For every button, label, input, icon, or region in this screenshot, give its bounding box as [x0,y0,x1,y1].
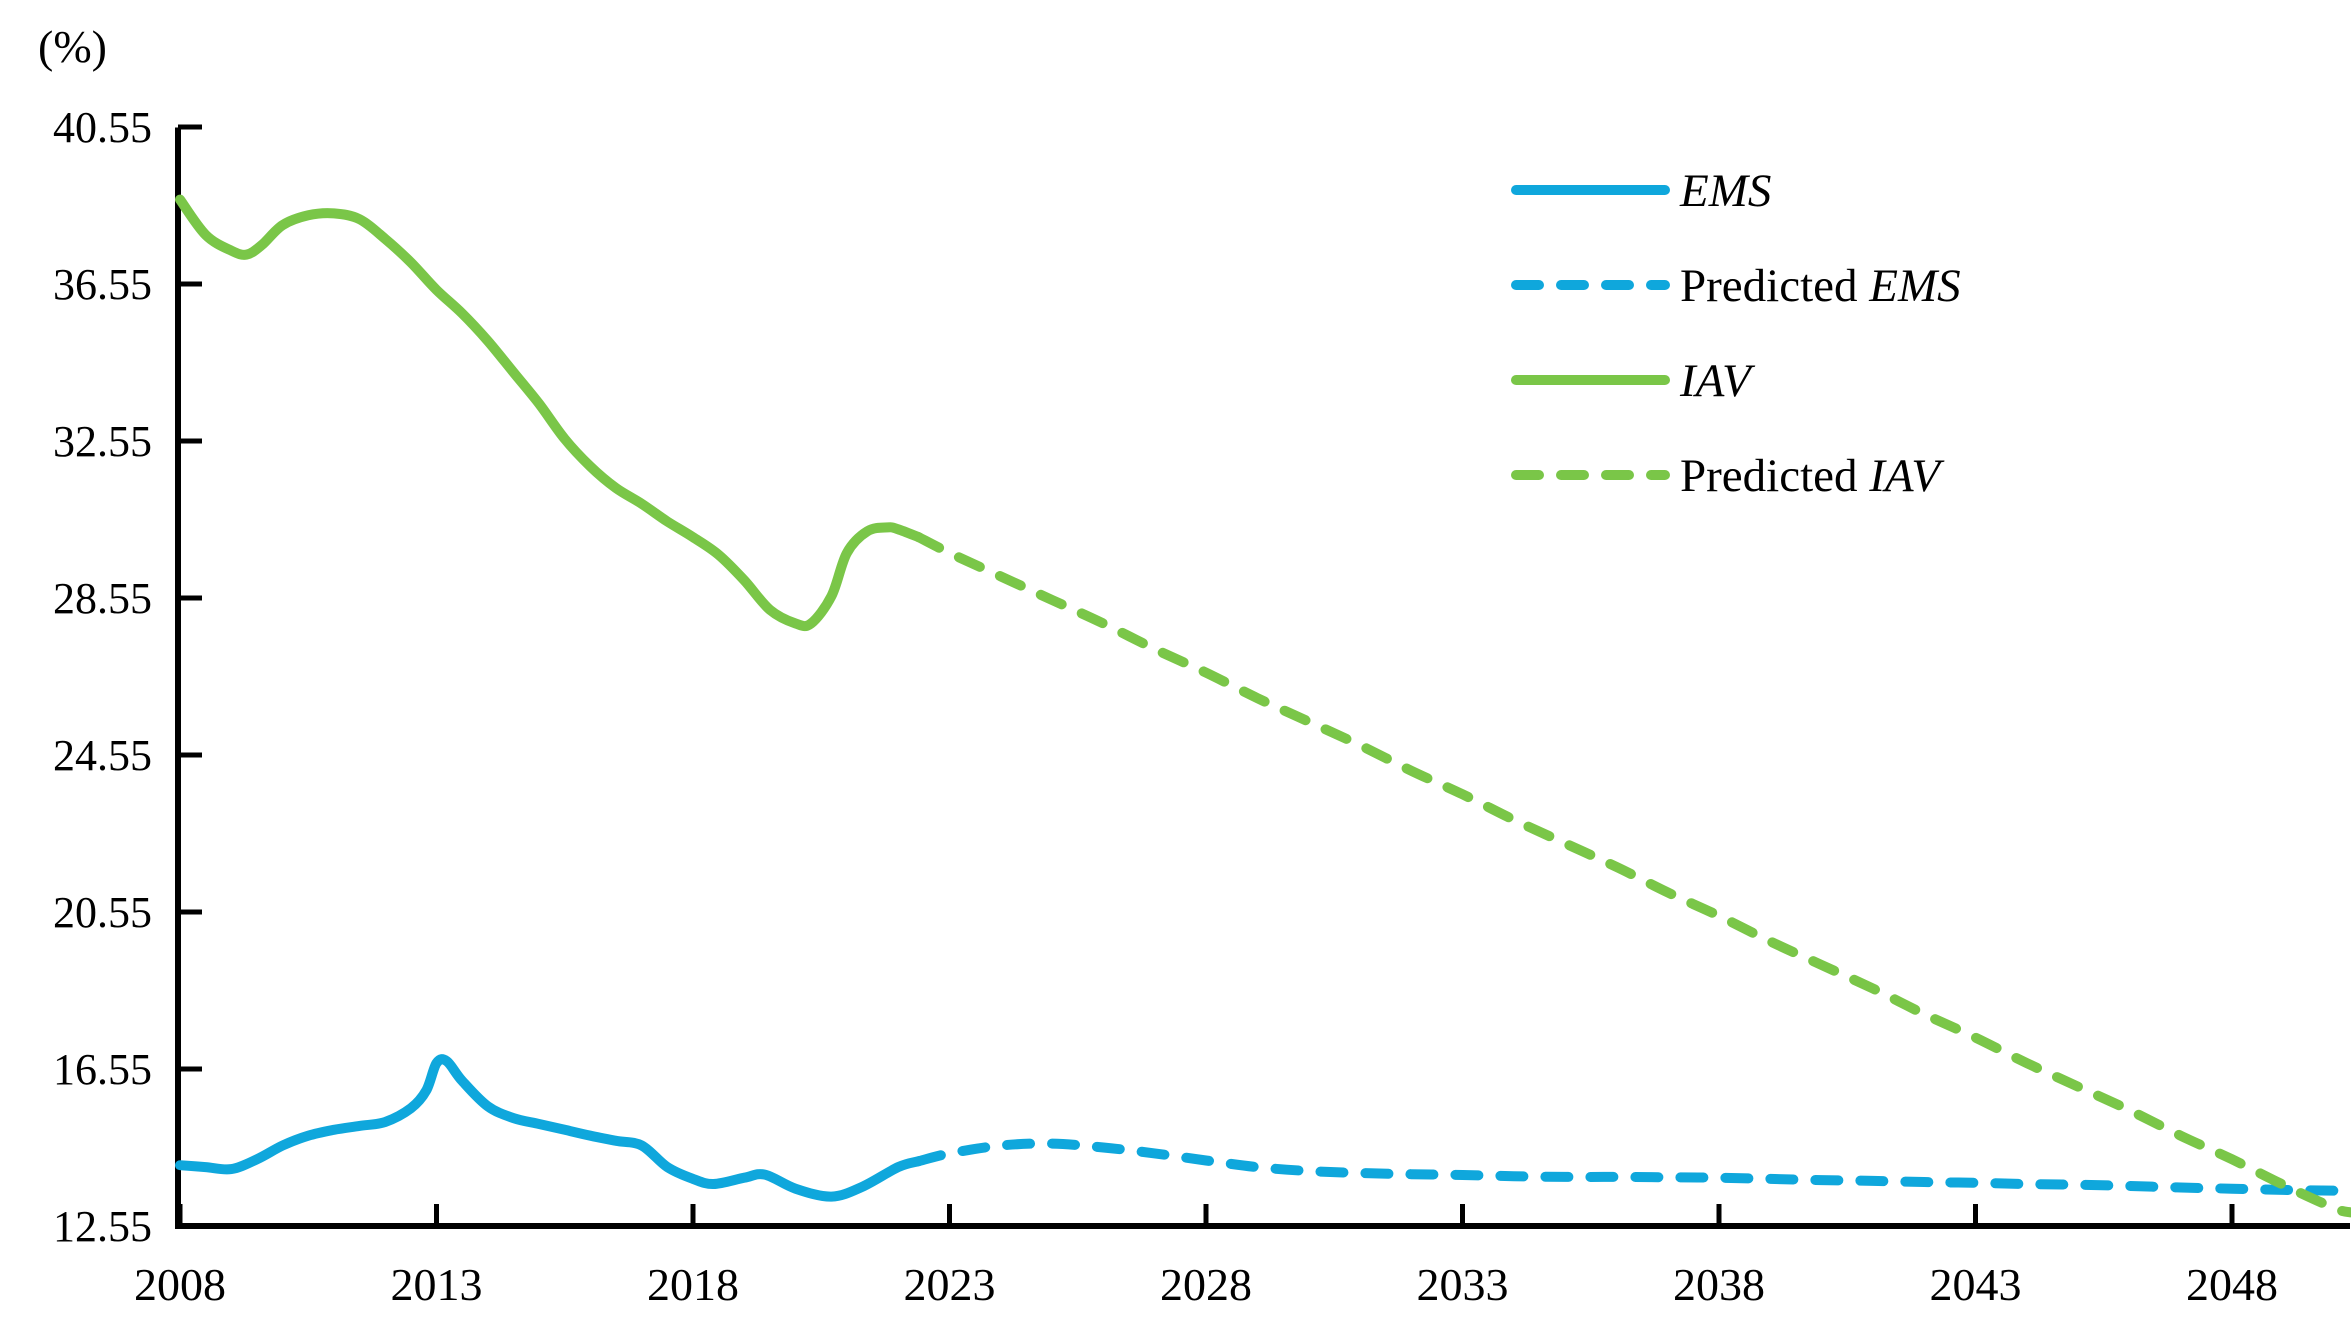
x-tick-label: 2033 [1417,1259,1509,1310]
y-tick-label: 20.55 [53,888,152,937]
y-tick-label: 40.55 [53,103,152,152]
data-series [175,194,2351,1218]
x-tick-label: 2038 [1673,1259,1765,1310]
legend: EMS Predicted EMS IAV Predicted IAV [1511,165,1961,502]
legend-label: Predicted IAV [1680,450,1945,502]
y-tick-label: 24.55 [53,731,152,780]
ems-series-line [175,1054,924,1202]
legend-item-ems: EMS [1511,165,1771,217]
iav-series-line [175,194,924,632]
y-tick-label: 28.55 [53,574,152,623]
legend-label: Predicted EMS [1680,260,1961,312]
legend-item-iav: IAV [1511,355,1756,407]
x-tick-label: 2028 [1160,1259,1252,1310]
x-tick-label: 2013 [391,1259,483,1310]
x-tick-label: 2023 [904,1259,996,1310]
x-tick-label: 2018 [647,1259,739,1310]
y-tick-label: 12.55 [53,1202,152,1251]
y-tick-label: 32.55 [53,417,152,466]
legend-label: EMS [1679,165,1771,217]
y-axis-unit-label: (%) [38,21,107,72]
legend-item-predicted-iav: Predicted IAV [1511,450,1945,502]
axes: 40.55 36.55 32.55 28.55 24.55 20.55 16.55 12.55… [53,103,2350,1310]
legend-item-predicted-ems: Predicted EMS [1511,260,1961,312]
y-tick-label: 16.55 [53,1045,152,1094]
x-tick-label: 2043 [1930,1259,2022,1310]
predicted-ems-series-line [913,1138,2351,1196]
predicted-iav-series-line [913,532,2351,1218]
y-tick-label: 36.55 [53,260,152,309]
x-tick-label: 2048 [2186,1259,2278,1310]
x-tick-label: 2008 [134,1259,226,1310]
legend-label: IAV [1679,355,1756,407]
